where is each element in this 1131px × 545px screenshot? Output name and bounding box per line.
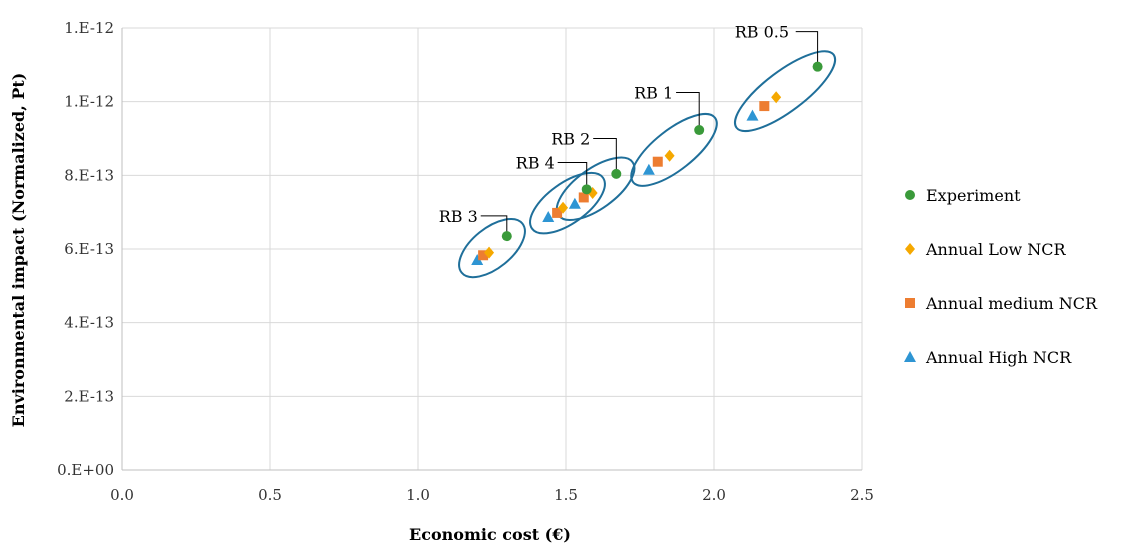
point-annual-low-ncr [558, 201, 569, 214]
group-ellipse [630, 113, 718, 187]
y-tick-label: 1.E-12 [64, 19, 114, 37]
legend-label-annual-low-ncr: Annual Low NCR [925, 240, 1066, 259]
legend-marker-experiment [905, 190, 915, 200]
y-tick-label: 8.E-13 [64, 166, 114, 184]
point-annual-medium-ncr [652, 156, 663, 167]
point-annual-low-ncr [771, 91, 782, 104]
point-experiment [611, 168, 622, 179]
point-annual-medium-ncr [552, 207, 563, 218]
x-tick-label: 0.0 [110, 486, 134, 504]
legend-marker-annual-low-ncr [905, 243, 915, 255]
point-annual-high-ncr [642, 163, 655, 175]
point-annual-high-ncr [746, 109, 759, 121]
x-tick-label: 2.5 [850, 486, 874, 504]
data-points [471, 61, 823, 266]
point-annual-medium-ncr [759, 101, 770, 112]
group-ellipse [529, 171, 606, 235]
annotation-leader-line [593, 138, 617, 174]
annotations: RB 3 RB 4 RB 2 RB 1 RB 0.5 [439, 23, 819, 237]
grid [122, 27, 863, 470]
point-experiment [812, 61, 823, 72]
x-tick-label: 1.0 [406, 486, 430, 504]
point-experiment [694, 125, 705, 136]
y-tick-label: 0.E+00 [57, 461, 114, 479]
point-annual-medium-ncr [578, 192, 589, 203]
x-tick-label: 0.5 [258, 486, 282, 504]
point-annual-high-ncr [471, 254, 484, 266]
legend-label-annual-medium-ncr: Annual medium NCR [925, 294, 1098, 313]
annotation-label: RB 4 [516, 153, 555, 172]
annotation-label: RB 1 [634, 83, 673, 102]
point-annual-medium-ncr [478, 250, 489, 261]
annotation-label: RB 3 [439, 207, 478, 226]
point-annual-low-ncr [664, 149, 675, 162]
y-tick-label: 2.E-13 [64, 387, 114, 405]
axes: 0.E+00 2.E-13 4.E-13 6.E-13 8.E-13 1.E-12 1.E-… [57, 19, 874, 504]
group-ellipse [734, 50, 837, 133]
legend: Experiment Annual Low NCR Annual medium NC… [904, 186, 1098, 367]
annotation-leader-line [795, 31, 819, 67]
x-tick-label: 2.0 [702, 486, 726, 504]
annotation-leader-line [480, 215, 508, 237]
annotation-leader-line [557, 161, 588, 190]
y-tick-label: 1.E-12 [64, 93, 114, 111]
point-annual-high-ncr [568, 197, 581, 209]
point-experiment [581, 184, 592, 195]
legend-marker-annual-high-ncr [904, 351, 916, 362]
annotation-leader-line [676, 91, 700, 131]
y-tick-label: 6.E-13 [64, 240, 114, 258]
group-ellipses [458, 50, 837, 279]
annotation-label: RB 0.5 [735, 23, 789, 42]
annotation-label: RB 2 [551, 130, 590, 149]
point-annual-high-ncr [542, 210, 555, 222]
y-tick-label: 4.E-13 [64, 314, 114, 332]
x-axis-title: Economic cost (€) [409, 525, 571, 544]
point-annual-low-ncr [484, 246, 495, 259]
legend-label-annual-high-ncr: Annual High NCR [925, 348, 1072, 367]
y-axis-title: Environmental impact (Normalized, Pt) [9, 73, 28, 428]
point-experiment [501, 231, 512, 242]
group-ellipse [555, 156, 636, 221]
group-ellipse [458, 218, 526, 279]
x-tick-label: 1.5 [554, 486, 578, 504]
legend-marker-annual-medium-ncr [905, 298, 915, 308]
legend-label-experiment: Experiment [926, 186, 1021, 205]
